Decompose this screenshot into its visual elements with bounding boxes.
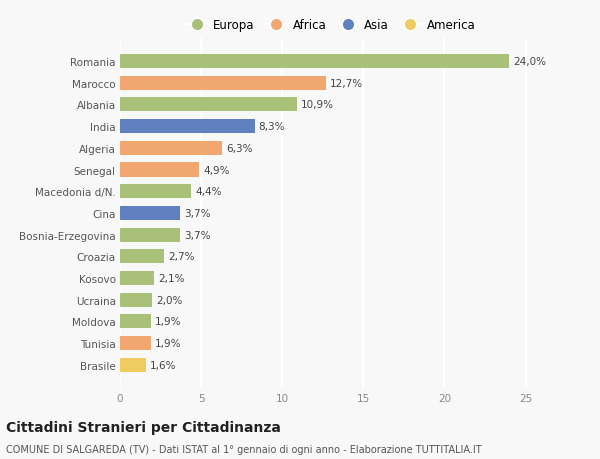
Text: 24,0%: 24,0% <box>514 57 547 67</box>
Text: 2,7%: 2,7% <box>168 252 194 262</box>
Text: 1,6%: 1,6% <box>150 360 176 370</box>
Bar <box>120 185 191 199</box>
Text: COMUNE DI SALGAREDA (TV) - Dati ISTAT al 1° gennaio di ogni anno - Elaborazione : COMUNE DI SALGAREDA (TV) - Dati ISTAT al… <box>6 444 482 454</box>
Bar <box>120 163 199 177</box>
Text: 4,9%: 4,9% <box>203 165 230 175</box>
Bar <box>120 250 164 264</box>
Text: 2,0%: 2,0% <box>157 295 183 305</box>
Text: 2,1%: 2,1% <box>158 274 185 283</box>
Bar <box>120 228 180 242</box>
Bar <box>120 55 509 69</box>
Text: 3,7%: 3,7% <box>184 208 211 218</box>
Bar <box>120 336 151 350</box>
Text: 1,9%: 1,9% <box>155 338 181 348</box>
Bar <box>120 271 154 285</box>
Text: 12,7%: 12,7% <box>330 78 363 89</box>
Bar <box>120 98 297 112</box>
Text: Cittadini Stranieri per Cittadinanza: Cittadini Stranieri per Cittadinanza <box>6 420 281 434</box>
Text: 4,4%: 4,4% <box>196 187 222 197</box>
Bar <box>120 314 151 329</box>
Text: 1,9%: 1,9% <box>155 317 181 327</box>
Bar <box>120 207 180 220</box>
Bar <box>120 293 152 307</box>
Text: 6,3%: 6,3% <box>226 144 253 153</box>
Bar <box>120 358 146 372</box>
Text: 10,9%: 10,9% <box>301 100 334 110</box>
Bar <box>120 77 326 90</box>
Text: 8,3%: 8,3% <box>259 122 285 132</box>
Bar <box>120 120 254 134</box>
Text: 3,7%: 3,7% <box>184 230 211 240</box>
Legend: Europa, Africa, Asia, America: Europa, Africa, Asia, America <box>182 17 478 35</box>
Bar <box>120 141 222 156</box>
